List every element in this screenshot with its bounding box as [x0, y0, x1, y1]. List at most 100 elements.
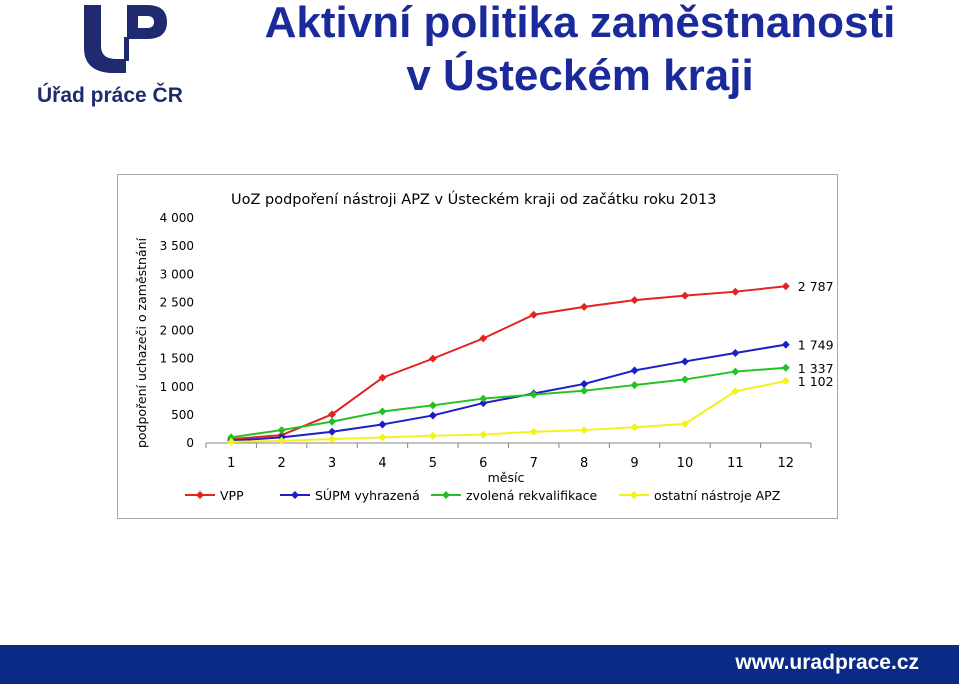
legend-label: VPP: [220, 488, 244, 503]
y-tick-label: 3 500: [160, 239, 194, 253]
x-ticks: 1 2 3 4 5 6 7 8 9 10 11 12: [205, 443, 812, 471]
line-chart: UoZ podpoření nástroji APZ v Ústeckém kr…: [134, 190, 834, 503]
data-point: [529, 390, 538, 399]
series-3: [227, 363, 790, 442]
data-point: [529, 427, 538, 436]
y-tick-label: 1 500: [160, 352, 194, 366]
data-point: [630, 423, 639, 432]
data-point: [781, 377, 790, 386]
series-layer: [227, 282, 790, 446]
y-tick-label: 0: [186, 436, 194, 450]
y-ticks: 0 500 1 000 1 500 2 000 2 500 3 000 3 500 4 000: [160, 211, 194, 450]
up-logo-mark: [84, 5, 168, 73]
legend-swatch-marker: [291, 491, 299, 499]
data-point: [328, 435, 337, 444]
data-point: [781, 282, 790, 291]
series-1: [227, 282, 790, 444]
data-point: [580, 386, 589, 395]
data-point: [680, 419, 689, 428]
x-tick-label: 7: [530, 456, 538, 471]
legend-swatch-marker: [196, 491, 204, 499]
legend-item: SÚPM vyhrazená: [280, 488, 420, 503]
data-point: [277, 426, 286, 435]
data-point: [781, 363, 790, 372]
legend-label: zvolená rekvalifikace: [466, 488, 598, 503]
legend-label: ostatní nástroje APZ: [654, 488, 780, 503]
title-line-2: v Ústeckém kraji: [406, 51, 754, 100]
end-data-label: 1 102: [798, 374, 834, 389]
series-2: [227, 340, 790, 445]
y-axis-label: podpoření uchazeči o zaměstnání: [134, 237, 149, 448]
y-tick-label: 4 000: [160, 211, 194, 225]
data-point: [580, 302, 589, 311]
series-line: [231, 380, 786, 443]
data-point: [580, 426, 589, 435]
data-point: [378, 433, 387, 442]
logo: [30, 0, 200, 112]
data-point: [428, 431, 437, 440]
data-point: [630, 366, 639, 375]
data-point: [479, 430, 488, 439]
x-tick-label: 1: [227, 456, 235, 471]
data-point: [428, 401, 437, 410]
data-point: [731, 349, 740, 357]
page-title: Aktivní politika zaměstnanosti v Ústecké…: [210, 0, 950, 102]
data-point: [529, 310, 538, 319]
data-point: [731, 367, 740, 376]
x-tick-label: 6: [479, 456, 487, 471]
data-point: [479, 394, 488, 403]
data-point: [277, 436, 286, 445]
series-line: [231, 343, 786, 442]
data-point: [227, 437, 236, 446]
data-point: [378, 373, 387, 382]
logo-text: Úřad práce ČR: [37, 84, 183, 107]
x-tick-label: 2: [277, 456, 285, 471]
data-point: [378, 407, 387, 416]
legend: VPP SÚPM vyhrazená zvolená rekvalifikace os…: [185, 488, 780, 503]
legend-swatch-marker: [442, 491, 450, 499]
chart-frame: UoZ podpoření nástroji APZ v Ústeckém kr…: [117, 174, 838, 519]
data-point: [328, 417, 337, 426]
legend-swatch-marker: [630, 491, 638, 499]
y-tick-label: 3 000: [160, 267, 194, 281]
chart-title: UoZ podpoření nástroji APZ v Ústeckém kr…: [231, 190, 717, 208]
x-tick-label: 12: [778, 456, 795, 471]
x-tick-label: 11: [727, 456, 744, 471]
series-4: [227, 377, 790, 446]
y-tick-label: 2 000: [160, 324, 194, 338]
data-point: [630, 296, 639, 305]
data-point: [731, 387, 740, 396]
x-tick-label: 8: [580, 456, 588, 471]
data-point: [580, 379, 589, 388]
x-tick-label: 9: [630, 456, 638, 471]
data-point: [731, 287, 740, 296]
data-point: [680, 357, 689, 366]
legend-label: SÚPM vyhrazená: [315, 488, 420, 503]
end-data-label: 1 749: [798, 338, 834, 353]
footer-bar: www.uradprace.cz: [0, 645, 959, 684]
data-point: [227, 433, 236, 442]
x-axis-label: měsíc: [488, 470, 525, 485]
series-line: [231, 366, 786, 439]
data-point: [428, 354, 437, 363]
legend-item: zvolená rekvalifikace: [431, 488, 598, 503]
data-point: [680, 291, 689, 300]
end-data-label: 2 787: [798, 279, 834, 294]
y-tick-label: 500: [171, 408, 194, 422]
x-tick-label: 3: [328, 456, 336, 471]
x-tick-label: 4: [378, 456, 386, 471]
data-point: [479, 334, 488, 343]
data-point: [680, 375, 689, 384]
y-tick-label: 1 000: [160, 380, 194, 394]
data-point: [378, 420, 387, 429]
legend-item: ostatní nástroje APZ: [619, 488, 780, 503]
x-tick-label: 5: [429, 456, 437, 471]
data-point: [781, 340, 790, 349]
footer-url[interactable]: www.uradprace.cz: [735, 651, 919, 674]
y-tick-label: 2 500: [160, 295, 194, 309]
data-point: [630, 381, 639, 390]
data-point: [328, 427, 337, 436]
x-tick-label: 10: [677, 456, 694, 471]
legend-item: VPP: [185, 488, 244, 503]
